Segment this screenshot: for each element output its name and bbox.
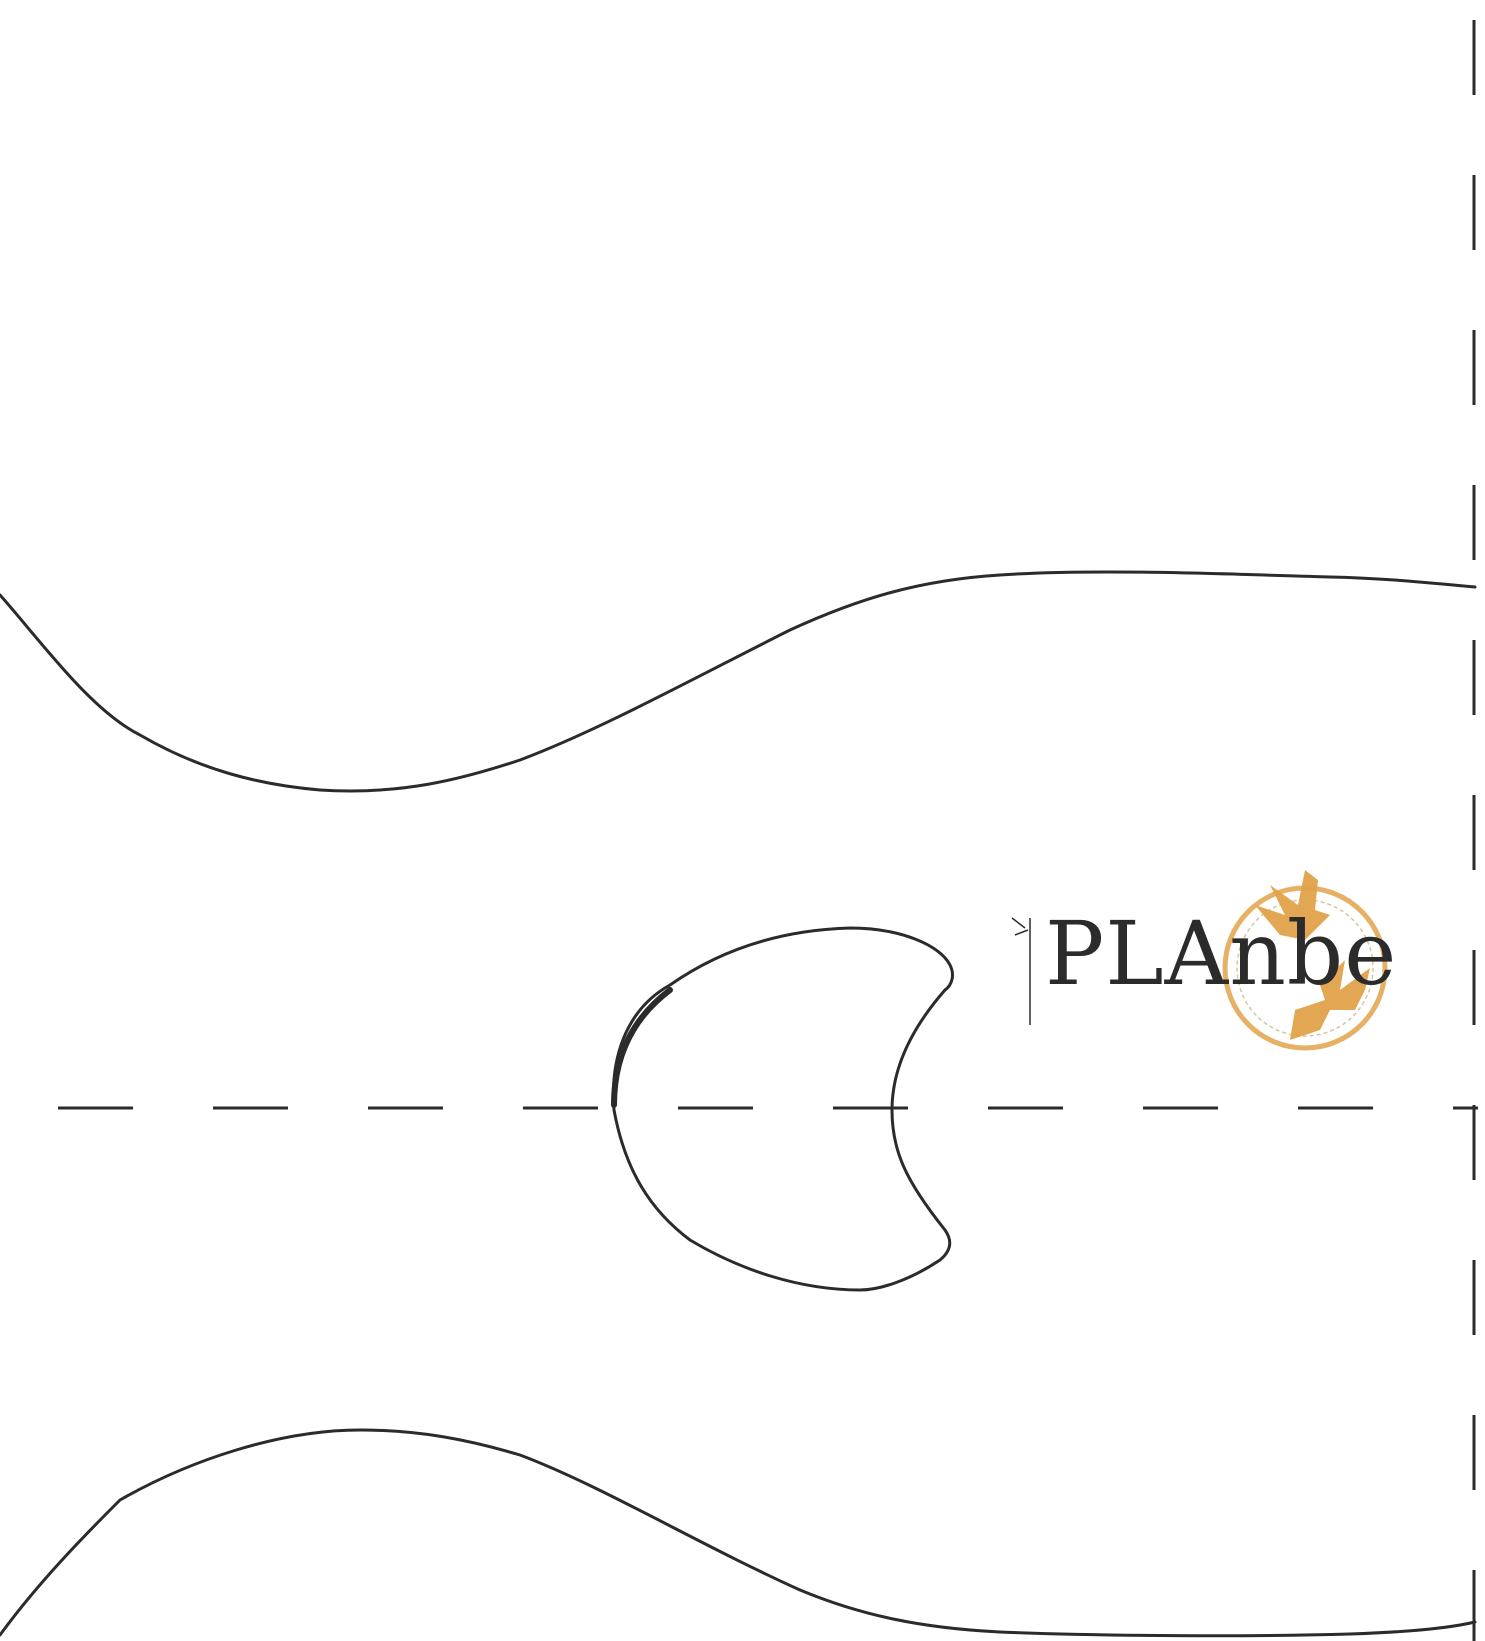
lower-cut-line: [0, 1428, 1477, 1638]
crescent-cutout: [611, 926, 954, 1292]
logo-wordmark: PLAnbe: [1045, 902, 1398, 1005]
crescent-bold-edge: [611, 987, 673, 1108]
small-leaf-mark: [1011, 917, 1031, 1025]
stamp-inner-ring: [1236, 899, 1374, 1037]
leaf-sprig-lower: [1290, 960, 1370, 1040]
logo-stamp: [1011, 870, 1388, 1051]
leaf-sprig-upper: [1255, 870, 1330, 940]
upper-cut-line: [0, 570, 1477, 793]
